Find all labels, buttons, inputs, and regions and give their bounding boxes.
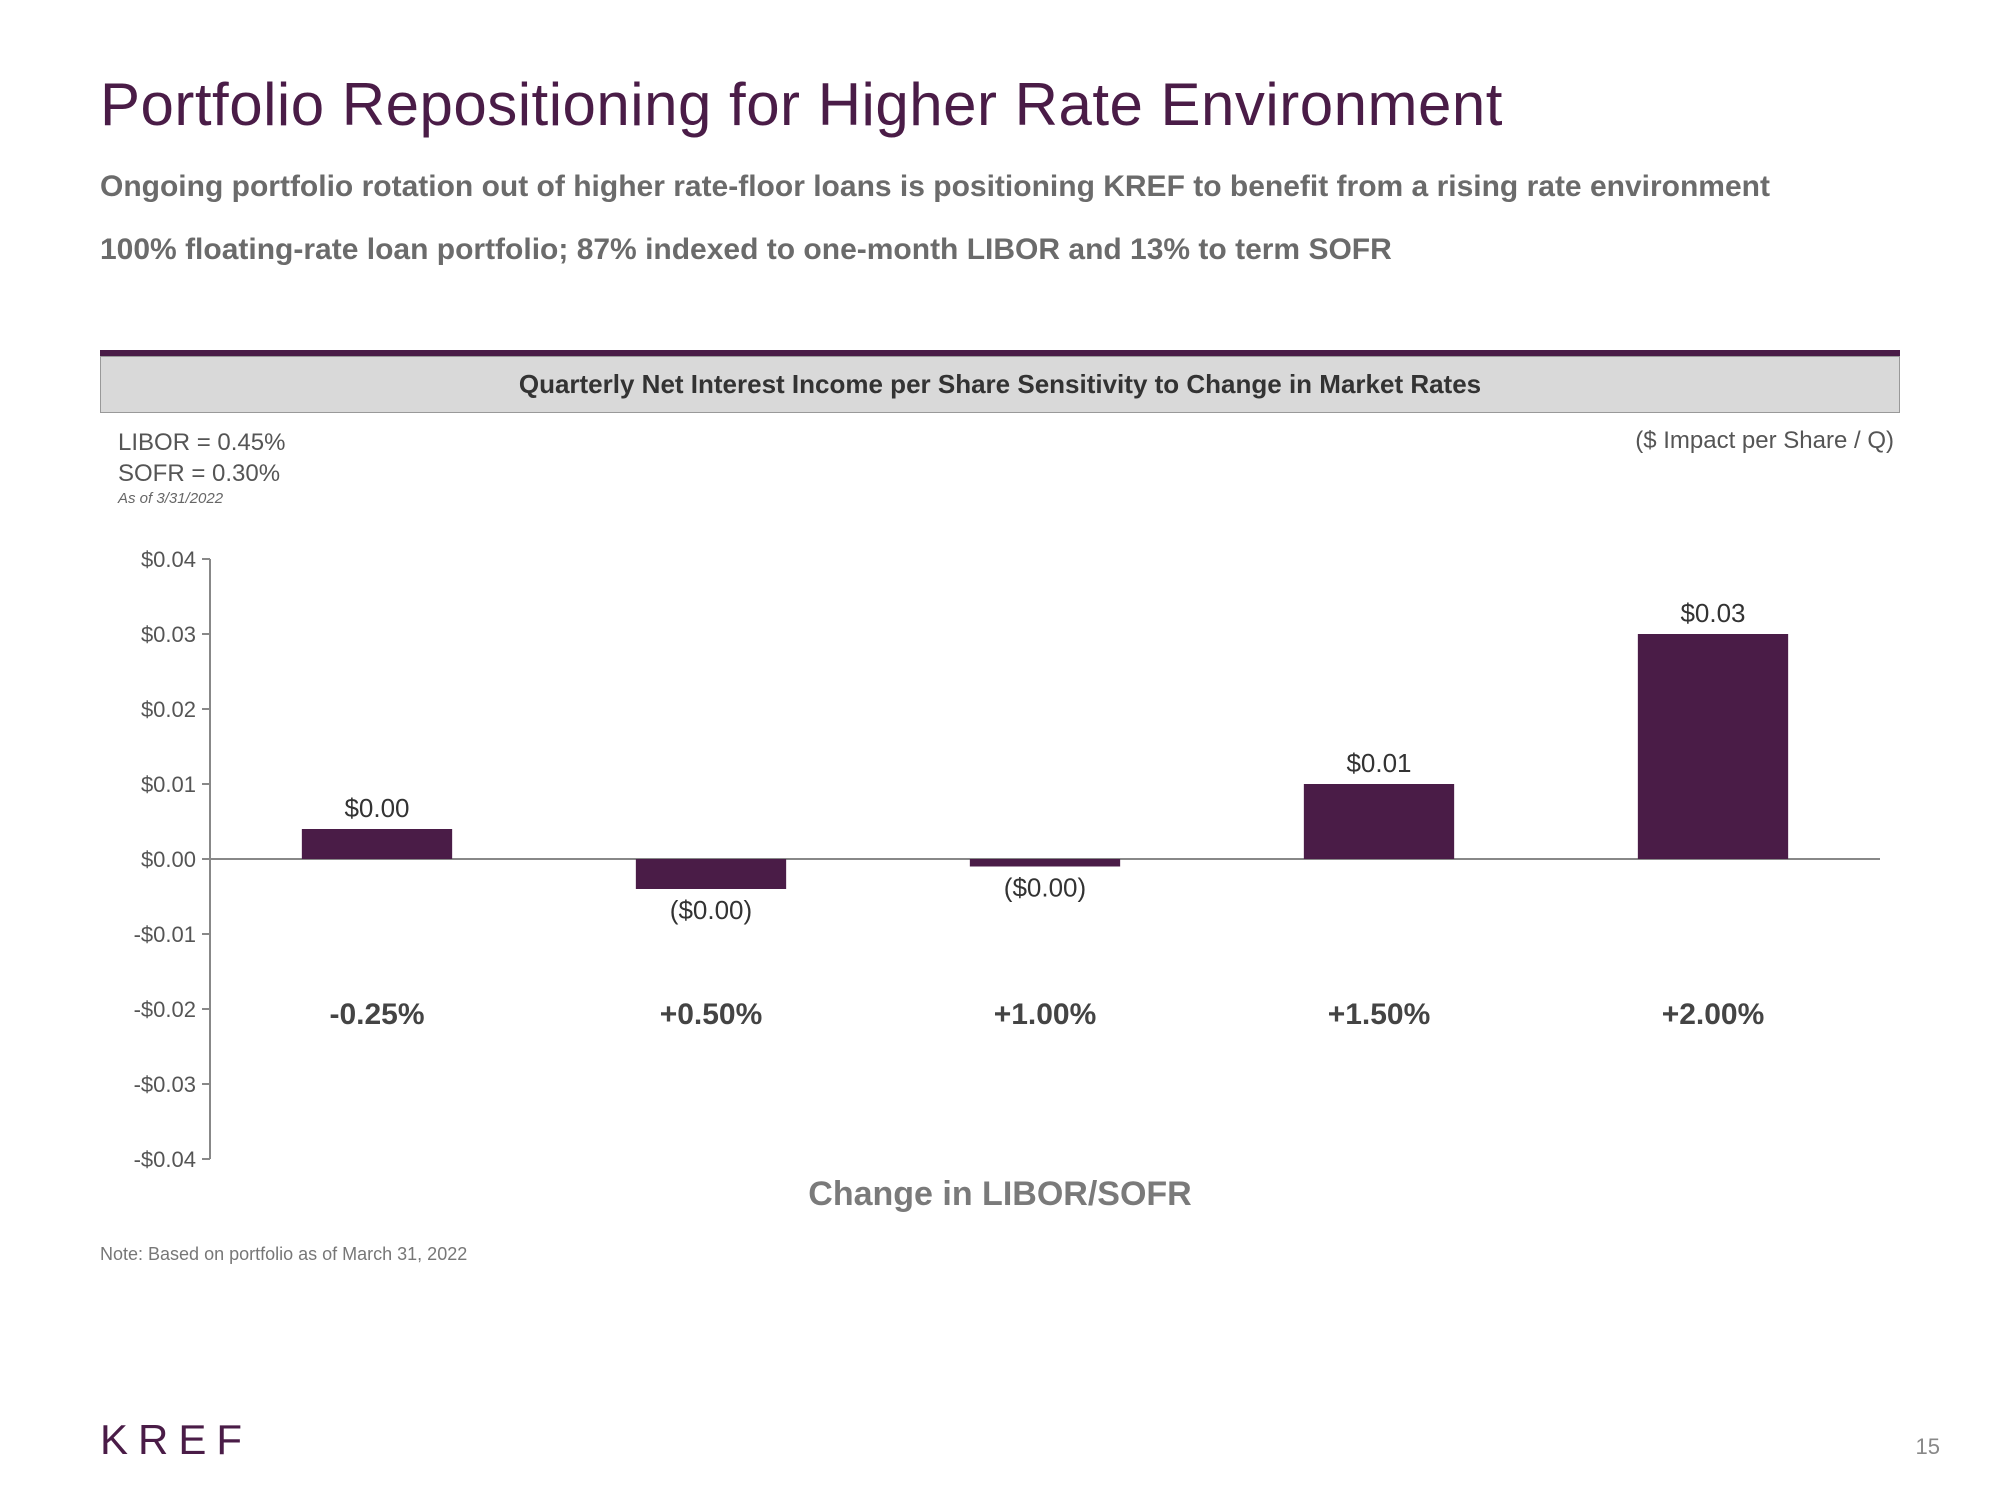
subtitle-line-1: Ongoing portfolio rotation out of higher… xyxy=(100,167,1900,208)
chart-meta-right: ($ Impact per Share / Q) xyxy=(1635,427,1894,509)
svg-text:$0.03: $0.03 xyxy=(1680,598,1745,628)
chart-meta-left: LIBOR = 0.45% SOFR = 0.30% As of 3/31/20… xyxy=(118,427,285,509)
bar-chart: $0.04 $0.03 $0.02 $0.01 $0.00 -$0.01 -$0.02 -$0… xyxy=(100,549,1900,1169)
chart-container: Quarterly Net Interest Income per Share … xyxy=(100,350,1900,1214)
svg-text:$0.03: $0.03 xyxy=(141,622,196,647)
svg-text:$0.01: $0.01 xyxy=(141,772,196,797)
x-axis-title: Change in LIBOR/SOFR xyxy=(100,1175,1900,1214)
svg-text:-$0.02: -$0.02 xyxy=(134,997,196,1022)
svg-text:($0.00): ($0.00) xyxy=(1004,872,1086,902)
svg-text:($0.00): ($0.00) xyxy=(670,895,752,925)
page-title: Portfolio Repositioning for Higher Rate … xyxy=(100,70,1900,139)
svg-text:$0.02: $0.02 xyxy=(141,697,196,722)
svg-text:$0.00: $0.00 xyxy=(141,847,196,872)
svg-text:$0.04: $0.04 xyxy=(141,549,196,572)
svg-text:-$0.03: -$0.03 xyxy=(134,1072,196,1097)
svg-text:$0.01: $0.01 xyxy=(1346,748,1411,778)
brand-logo: KREF xyxy=(100,1416,252,1464)
svg-text:+2.00%: +2.00% xyxy=(1662,998,1765,1031)
subtitle-line-2: 100% floating-rate loan portfolio; 87% i… xyxy=(100,230,1900,271)
svg-text:+1.00%: +1.00% xyxy=(994,998,1097,1031)
libor-note: LIBOR = 0.45% xyxy=(118,427,285,458)
svg-text:$0.00: $0.00 xyxy=(344,793,409,823)
asof-note: As of 3/31/2022 xyxy=(118,489,285,509)
page-number: 15 xyxy=(1916,1434,1940,1460)
sofr-note: SOFR = 0.30% xyxy=(118,458,285,489)
chart-title: Quarterly Net Interest Income per Share … xyxy=(100,356,1900,413)
svg-text:+1.50%: +1.50% xyxy=(1328,998,1431,1031)
svg-text:-0.25%: -0.25% xyxy=(329,998,424,1031)
svg-text:-$0.01: -$0.01 xyxy=(134,922,196,947)
svg-text:+0.50%: +0.50% xyxy=(660,998,763,1031)
footnote: Note: Based on portfolio as of March 31,… xyxy=(100,1244,1900,1265)
svg-text:-$0.04: -$0.04 xyxy=(134,1147,196,1169)
